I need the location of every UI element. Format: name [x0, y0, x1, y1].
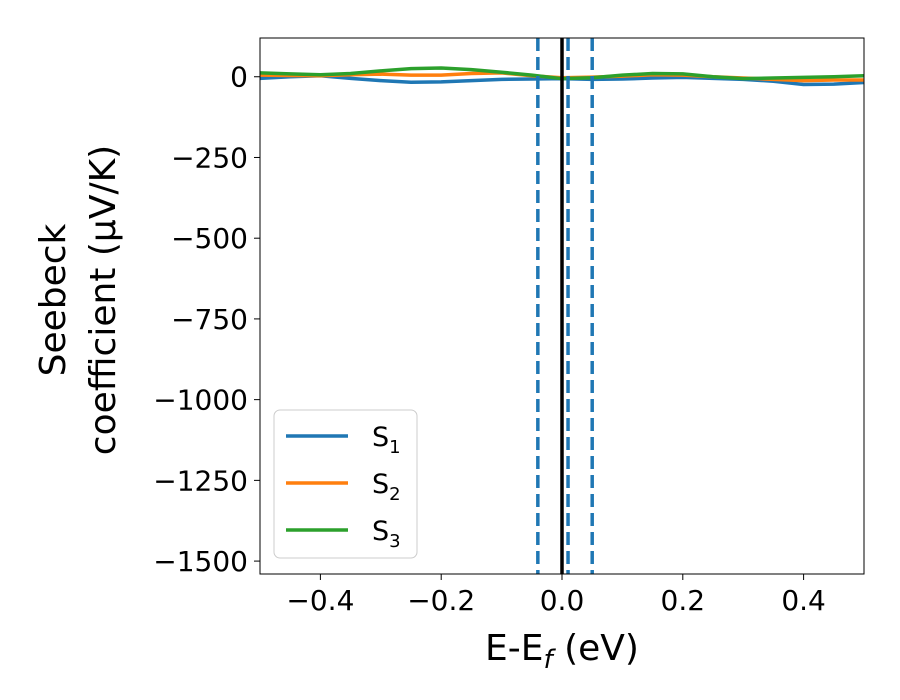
- y-tick-label: −750: [171, 303, 248, 336]
- y-tick-label: −250: [171, 141, 248, 174]
- y-tick-label: −1250: [153, 464, 248, 497]
- x-tick-label: 0.0: [540, 584, 585, 617]
- y-axis: 0 −250 −500 −750 −1000 −1250 −1500: [153, 61, 260, 578]
- x-tick-label: −0.4: [286, 584, 354, 617]
- y-tick-label: 0: [230, 61, 248, 94]
- y-axis-label: Seebeck coefficient (μV/K): [33, 145, 124, 455]
- x-tick-label: 0.4: [781, 584, 826, 617]
- legend-label-s1: S1: [372, 422, 401, 458]
- y-tick-label: −500: [171, 222, 248, 255]
- y-tick-label: −1500: [153, 545, 248, 578]
- legend: S1 S2 S3: [273, 409, 418, 559]
- legend-label-s2: S2: [372, 469, 401, 505]
- y-axis-label-line1: Seebeck: [33, 223, 74, 376]
- legend-label-s3: S3: [372, 516, 401, 552]
- y-axis-label-line2: coefficient (μV/K): [83, 145, 124, 455]
- x-tick-label: −0.2: [407, 584, 475, 617]
- plot-area: [259, 37, 865, 575]
- x-tick-label: 0.2: [661, 584, 706, 617]
- x-axis: −0.4 −0.2 0.0 0.2 0.4: [286, 574, 826, 617]
- y-tick-label: −1000: [153, 384, 248, 417]
- x-axis-label: E-Ef (eV): [485, 628, 639, 675]
